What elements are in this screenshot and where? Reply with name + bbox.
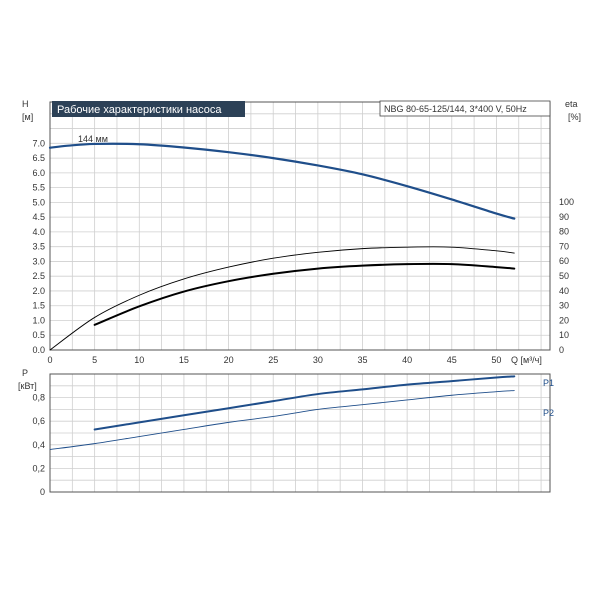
chart-subtitle: NBG 80-65-125/144, 3*400 V, 50Hz	[384, 104, 527, 114]
y-tick-label: 1.5	[32, 301, 45, 311]
series-line-eta_thin	[49, 246, 515, 351]
chart-title: Рабочие характеристики насоса	[57, 104, 222, 116]
x-tick-label: 10	[134, 355, 144, 365]
top-chart-frame	[49, 101, 551, 351]
y-tick-label: 0	[40, 487, 45, 497]
x-tick-label: 0	[47, 355, 52, 365]
y-tick-label: 6.5	[32, 153, 45, 163]
y-axis-unit-p: [кВт]	[18, 381, 37, 391]
x-axis-label-q: Q [м³/ч]	[511, 355, 542, 365]
x-tick-label: 50	[491, 355, 501, 365]
y2-tick-label: 40	[559, 286, 569, 296]
bottom-chart-frame	[49, 373, 551, 493]
legend-label-p2: P2	[543, 408, 554, 418]
x-tick-label: 40	[402, 355, 412, 365]
y2-tick-label: 30	[559, 301, 569, 311]
y-tick-label: 3.0	[32, 256, 45, 266]
y-tick-label: 2.0	[32, 286, 45, 296]
impeller-diameter-annotation: 144 мм	[78, 134, 108, 144]
y2-axis-label-eta: eta	[565, 99, 578, 109]
top-y-tick-labels: 0.0 0.5 1.0 1.5 2.0 2.5 3.0 3.5 4.0 4.5 5.0 5.5 6.0 6…	[32, 138, 45, 355]
y-tick-label: 4.0	[32, 227, 45, 237]
y2-tick-label: 10	[559, 330, 569, 340]
y-tick-label: 7.0	[32, 138, 45, 148]
y-tick-label: 0,8	[32, 393, 45, 403]
x-tick-label: 5	[92, 355, 97, 365]
y-tick-label: 3.5	[32, 242, 45, 252]
y-tick-label: 5.5	[32, 183, 45, 193]
y-tick-label: 6.0	[32, 168, 45, 178]
legend-label-p1: P1	[543, 378, 554, 388]
y-tick-label: 0,4	[32, 440, 45, 450]
y-tick-label: 0.0	[32, 345, 45, 355]
y-axis-label-p: P	[22, 368, 28, 378]
y-axis-label-h: H	[22, 99, 29, 109]
y2-tick-label: 50	[559, 271, 569, 281]
series-line-eta_thick	[93, 262, 516, 326]
y2-tick-label: 70	[559, 241, 569, 251]
top-y2-tick-labels: 0 10 20 30 40 50 60 70 80 90 100	[559, 197, 574, 355]
x-tick-label: 35	[357, 355, 367, 365]
x-tick-label: 15	[179, 355, 189, 365]
bottom-chart-grid	[50, 373, 550, 492]
top-chart-series	[48, 142, 516, 351]
x-tick-label: 25	[268, 355, 278, 365]
y2-tick-label: 80	[559, 227, 569, 237]
y2-tick-label: 100	[559, 197, 574, 207]
y2-tick-label: 90	[559, 212, 569, 222]
x-tick-label: 30	[313, 355, 323, 365]
x-tick-label: 20	[224, 355, 234, 365]
x-tick-label: 45	[447, 355, 457, 365]
y2-tick-label: 20	[559, 315, 569, 325]
y-tick-label: 2.5	[32, 271, 45, 281]
chart-subtitle-box	[379, 100, 551, 117]
chart-title-box	[52, 101, 245, 117]
bottom-chart-series	[49, 375, 516, 450]
y2-tick-label: 0	[559, 345, 564, 355]
y2-axis-unit-eta: [%]	[568, 112, 581, 122]
y-tick-label: 0.5	[32, 330, 45, 340]
series-line-p1	[93, 375, 516, 431]
y-tick-label: 0,2	[32, 463, 45, 473]
top-x-tick-labels: 0 5 10 15 20 25 30 35 40 45 50	[47, 355, 501, 365]
y2-tick-label: 60	[559, 256, 569, 266]
series-line-p2	[49, 390, 515, 450]
y-axis-unit-h: [м]	[22, 112, 33, 122]
y-tick-label: 1.0	[32, 315, 45, 325]
y-tick-label: 5.0	[32, 197, 45, 207]
series-line-H	[48, 142, 516, 220]
y-tick-label: 4.5	[32, 212, 45, 222]
y-tick-label: 0,6	[32, 416, 45, 426]
bottom-y-tick-labels: 0 0,2 0,4 0,6 0,8	[32, 393, 45, 497]
